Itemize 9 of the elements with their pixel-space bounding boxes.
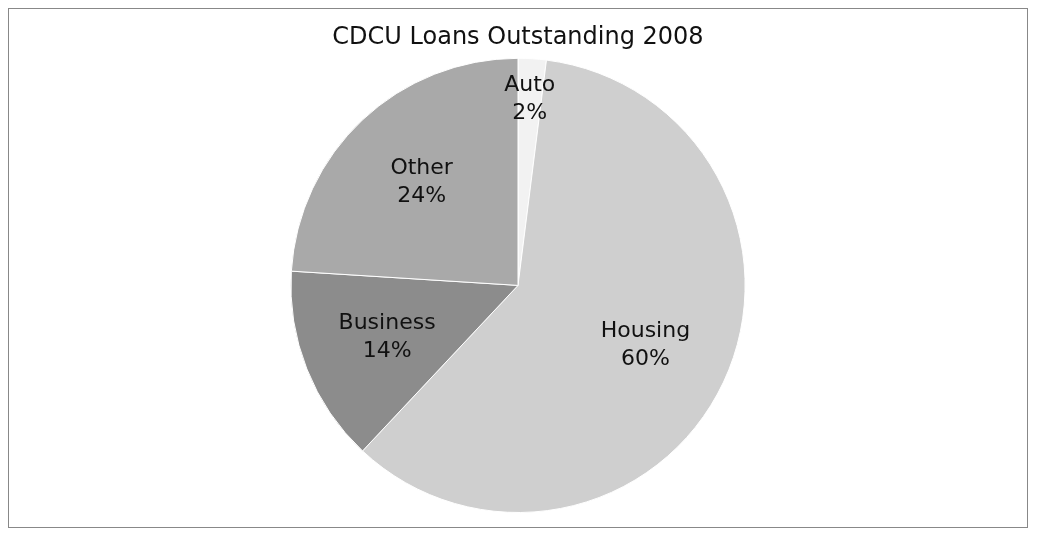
- chart-title: CDCU Loans Outstanding 2008: [332, 21, 704, 50]
- slice-label: Business: [338, 308, 436, 334]
- data-label: 60%: [620, 345, 670, 371]
- data-label: 14%: [362, 336, 412, 362]
- data-label: 24%: [397, 182, 447, 208]
- slice-label: Auto: [504, 71, 556, 97]
- slice-label: Other: [390, 154, 454, 180]
- data-label: 2%: [512, 99, 548, 125]
- slice-label: Housing: [600, 317, 691, 343]
